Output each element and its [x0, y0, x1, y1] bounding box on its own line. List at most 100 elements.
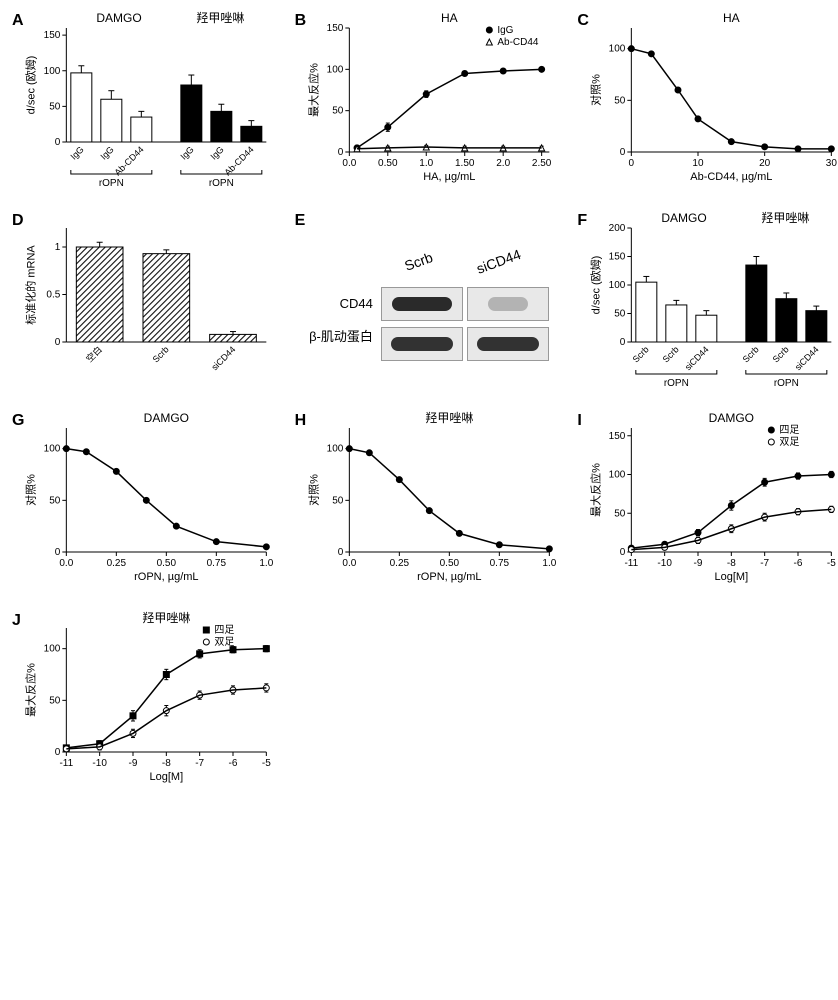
panel-label-G: G [12, 412, 24, 430]
svg-text:rOPN: rOPN [774, 378, 799, 389]
svg-text:1.0: 1.0 [542, 558, 556, 569]
svg-text:对照%: 对照% [23, 474, 37, 506]
svg-text:150: 150 [609, 431, 626, 442]
svg-text:0.50: 0.50 [157, 558, 177, 569]
svg-text:rOPN: rOPN [664, 378, 689, 389]
svg-text:100: 100 [609, 470, 626, 481]
chart-G: 0501000.00.250.500.751.0对照%rOPN, µg/mLDA… [10, 410, 283, 590]
svg-text:100: 100 [44, 444, 61, 455]
svg-text:HA: HA [441, 11, 458, 25]
svg-text:rOPN, µg/mL: rOPN, µg/mL [134, 571, 198, 583]
svg-text:对照%: 对照% [589, 74, 603, 106]
chart-C: 0501000102030对照%Ab-CD44, µg/mLHA [575, 10, 838, 190]
svg-text:空白: 空白 [84, 344, 105, 365]
svg-text:-6: -6 [229, 758, 238, 769]
svg-text:1.0: 1.0 [419, 158, 433, 169]
svg-text:Scrb: Scrb [741, 344, 761, 364]
svg-text:200: 200 [609, 223, 626, 234]
svg-text:-5: -5 [827, 558, 836, 569]
svg-text:0: 0 [55, 747, 61, 758]
gel-row [381, 327, 549, 361]
svg-text:1.50: 1.50 [455, 158, 475, 169]
svg-text:0.75: 0.75 [207, 558, 227, 569]
svg-text:2.50: 2.50 [532, 158, 552, 169]
svg-text:0: 0 [55, 337, 61, 348]
svg-text:Scrb: Scrb [661, 344, 681, 364]
svg-text:-8: -8 [727, 558, 736, 569]
chart-I: 050100150-11-10-9-8-7-6-5最大反应%Log[M]DAMG… [575, 410, 838, 590]
svg-text:0: 0 [55, 137, 61, 148]
panel-label-E: E [295, 212, 306, 230]
svg-text:0: 0 [620, 337, 626, 348]
svg-text:1.0: 1.0 [259, 558, 273, 569]
svg-text:0: 0 [620, 547, 626, 558]
svg-text:0.0: 0.0 [59, 558, 73, 569]
svg-text:IgG: IgG [68, 144, 85, 161]
svg-text:0.5: 0.5 [46, 290, 60, 301]
chart-F: 050100150200d/sec (欧姆)DAMGO羟甲唑啉ScrbScrbs… [575, 210, 838, 390]
svg-text:0.50: 0.50 [439, 558, 459, 569]
svg-text:Scrb: Scrb [151, 344, 171, 364]
svg-text:-11: -11 [625, 558, 639, 569]
svg-text:150: 150 [44, 30, 61, 41]
svg-text:羟甲唑啉: 羟甲唑啉 [425, 410, 473, 425]
gel-lane [467, 287, 549, 321]
panel-H: H 0501000.00.250.500.751.0对照%rOPN, µg/mL… [293, 410, 566, 590]
gel-lane [381, 327, 463, 361]
svg-text:50: 50 [615, 95, 627, 106]
svg-text:-8: -8 [162, 758, 171, 769]
svg-text:d/sec (欧姆): d/sec (欧姆) [23, 56, 37, 115]
svg-text:IgG: IgG [497, 25, 513, 36]
svg-text:-11: -11 [59, 758, 73, 769]
svg-text:IgG: IgG [178, 144, 195, 161]
svg-text:0.50: 0.50 [378, 158, 398, 169]
svg-text:DAMGO: DAMGO [709, 411, 754, 425]
gel-band [391, 337, 453, 351]
svg-text:50: 50 [332, 495, 344, 506]
svg-text:羟甲唑啉: 羟甲唑啉 [196, 10, 244, 25]
svg-text:2.0: 2.0 [496, 158, 510, 169]
svg-text:IgG: IgG [208, 144, 225, 161]
svg-text:0.25: 0.25 [389, 558, 409, 569]
svg-text:-9: -9 [694, 558, 703, 569]
panel-D: D 00.51标准化的 mRNA空白ScrbsiCD44 [10, 210, 283, 390]
svg-text:100: 100 [609, 44, 626, 55]
panel-label-H: H [295, 412, 307, 430]
svg-text:150: 150 [326, 23, 343, 34]
blot-row-labels: CD44 β-肌动蛋白 [309, 253, 373, 351]
svg-text:DAMGO: DAMGO [96, 11, 141, 25]
panel-label-C: C [577, 12, 589, 30]
svg-text:最大反应%: 最大反应% [306, 63, 320, 117]
blot-bands [381, 287, 549, 367]
svg-text:0.0: 0.0 [342, 558, 356, 569]
gel-band [477, 337, 539, 351]
svg-text:100: 100 [326, 444, 343, 455]
svg-text:50: 50 [49, 495, 61, 506]
panel-label-J: J [12, 612, 21, 630]
svg-text:HA, µg/mL: HA, µg/mL [423, 171, 475, 183]
svg-text:最大反应%: 最大反应% [23, 663, 37, 717]
panel-label-B: B [295, 12, 307, 30]
svg-text:0: 0 [629, 158, 635, 169]
blot-col-headers: Scrb siCD44 [381, 253, 549, 283]
panel-label-A: A [12, 12, 24, 30]
chart-D: 00.51标准化的 mRNA空白ScrbsiCD44 [10, 210, 283, 390]
svg-text:Scrb: Scrb [771, 344, 791, 364]
svg-text:0: 0 [337, 547, 343, 558]
panel-F: F 050100150200d/sec (欧姆)DAMGO羟甲唑啉ScrbScr… [575, 210, 838, 390]
gel-lane [467, 327, 549, 361]
panel-label-F: F [577, 212, 587, 230]
svg-text:50: 50 [332, 106, 344, 117]
svg-text:0: 0 [620, 147, 626, 158]
svg-text:IgG: IgG [98, 144, 115, 161]
svg-text:rOPN: rOPN [209, 178, 234, 189]
panel-J: J 050100-11-10-9-8-7-6-5最大反应%Log[M]羟甲唑啉四… [10, 610, 283, 790]
figure-grid: A 050100150d/sec (欧姆)DAMGO羟甲唑啉IgGIgGAb-C… [10, 10, 838, 790]
svg-text:100: 100 [326, 64, 343, 75]
svg-text:siCD44: siCD44 [683, 344, 711, 372]
gel-row [381, 287, 549, 321]
svg-text:150: 150 [609, 252, 626, 263]
svg-text:Ab-CD44: Ab-CD44 [112, 144, 145, 177]
svg-text:-10: -10 [92, 758, 107, 769]
svg-text:双足: 双足 [780, 436, 800, 448]
